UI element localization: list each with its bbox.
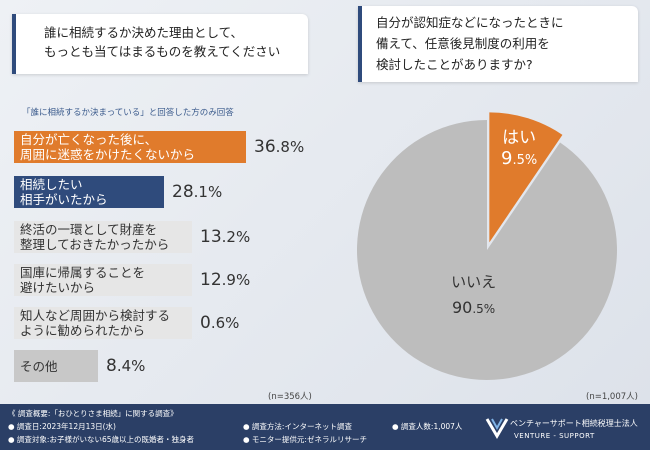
pie-label-no-value: 90.5% bbox=[444, 298, 504, 317]
bar-label-1-line-1: 自分が亡くなった後に、 bbox=[20, 132, 158, 147]
pie-label-yes-value-dec: .5% bbox=[512, 153, 538, 169]
bar-value-4: 12.9% bbox=[200, 270, 250, 290]
footer-provider: ● モニター提供元:ゼネラルリサーチ bbox=[243, 435, 367, 444]
pie-slice-no bbox=[357, 120, 617, 380]
left-question-line-2: もっとも当てはまるものを教えてください bbox=[44, 44, 281, 59]
company-logo-icon bbox=[485, 418, 509, 439]
bar-4: 国庫に帰属することを 避けたいから 12.9% bbox=[14, 264, 250, 296]
brand-name-en: VENTURE - SUPPORT bbox=[514, 432, 595, 440]
footer-overview: 《 調査概要:「おひとりさま相続」に関する調査》 bbox=[8, 409, 178, 418]
bar-1: 自分が亡くなった後に、 周囲に迷惑をかけたくないから 36.8% bbox=[14, 131, 304, 163]
bar-rect-2: 相続したい 相手がいたから bbox=[14, 176, 164, 208]
bar-label-5-line-2: ように勧められたから bbox=[20, 323, 146, 338]
bar-value-2: 28.1% bbox=[172, 182, 222, 202]
bar-label-1-line-2: 周囲に迷惑をかけたくないから bbox=[20, 147, 196, 162]
right-question-line-2: 備えて、任意後見制度の利用を bbox=[376, 36, 550, 51]
bar-label-4-line-2: 避けたいから bbox=[20, 280, 96, 295]
bar-5: 知人など周囲から検討する ように勧められたから 0.6% bbox=[14, 307, 239, 339]
bar-value-int-3: 13 bbox=[200, 227, 222, 247]
bar-value-6: 8.4% bbox=[106, 356, 145, 376]
bar-value-dec-2: .1% bbox=[193, 183, 223, 201]
bar-rect-4: 国庫に帰属することを 避けたいから bbox=[14, 264, 192, 296]
footer-date: ● 調査日:2023年12月13日(水) bbox=[8, 422, 116, 431]
bar-rect-1: 自分が亡くなった後に、 周囲に迷惑をかけたくないから bbox=[14, 131, 246, 163]
bar-value-dec-3: .2% bbox=[221, 228, 251, 246]
bar-rect-3: 終活の一環として財産を 整理しておきたかったから bbox=[14, 221, 192, 253]
bar-chart-n-label: (n=356人) bbox=[268, 392, 312, 402]
bar-value-dec-1: .8% bbox=[275, 138, 305, 156]
bar-value-5: 0.6% bbox=[200, 313, 239, 333]
bar-value-dec-6: .4% bbox=[116, 357, 146, 375]
bar-value-int-4: 12 bbox=[200, 270, 222, 290]
bar-value-1: 36.8% bbox=[254, 137, 304, 157]
pie-slice-yes bbox=[489, 112, 563, 243]
bar-value-int-2: 28 bbox=[172, 182, 194, 202]
bar-value-3: 13.2% bbox=[200, 227, 250, 247]
brand-name: ベンチャーサポート相続税理士法人 bbox=[510, 419, 638, 428]
bar-rect-5: 知人など周囲から検討する ように勧められたから bbox=[14, 307, 192, 339]
left-subnote: 「誰に相続するか決まっている」と回答した方のみ回答 bbox=[22, 108, 234, 118]
pie-label-no: いいえ 90.5% bbox=[444, 271, 504, 317]
bar-rect-6: その他 bbox=[14, 350, 98, 382]
bar-value-dec-4: .9% bbox=[221, 271, 251, 289]
pie-label-yes-category: はい bbox=[502, 128, 537, 149]
pie-label-yes-value: 9.5% bbox=[489, 148, 549, 169]
bar-2: 相続したい 相手がいたから 28.1% bbox=[14, 176, 222, 208]
bar-label-5-line-1: 知人など周囲から検討する bbox=[20, 308, 171, 323]
bar-label-2-line-1: 相続したい bbox=[20, 177, 83, 192]
bar-label-2-line-2: 相手がいたから bbox=[20, 192, 108, 207]
survey-footer: 《 調査概要:「おひとりさま相続」に関する調査》 ● 調査日:2023年12月1… bbox=[0, 404, 650, 450]
bar-value-int-5: 0 bbox=[200, 313, 211, 333]
bar-3: 終活の一環として財産を 整理しておきたかったから 13.2% bbox=[14, 221, 250, 253]
pie-chart-n-label: (n=1,007人) bbox=[586, 392, 638, 402]
right-question-box: 自分が認知症などになったときに 備えて、任意後見制度の利用を 検討したことがあり… bbox=[358, 6, 638, 82]
pie-label-no-value-dec: .5% bbox=[472, 302, 496, 317]
footer-method: ● 調査方法:インターネット調査 bbox=[243, 422, 352, 431]
left-question-box: 誰に相続するか決めた理由として、 もっとも当てはまるものを教えてください bbox=[12, 14, 308, 74]
pie-chart bbox=[357, 112, 617, 380]
left-question-line-1: 誰に相続するか決めた理由として、 bbox=[44, 25, 244, 40]
bar-label-4-line-1: 国庫に帰属することを bbox=[20, 265, 146, 280]
bar-value-dec-5: .6% bbox=[210, 314, 240, 332]
bar-value-int-6: 8 bbox=[106, 356, 117, 376]
bar-6: その他 8.4% bbox=[14, 350, 145, 382]
bar-value-int-1: 36 bbox=[254, 137, 276, 157]
bar-label-6-line-1: その他 bbox=[20, 358, 58, 374]
pie-label-yes: はい 9.5% bbox=[489, 123, 549, 169]
right-question-line-3: 検討したことがありますか? bbox=[376, 57, 533, 72]
right-question-line-1: 自分が認知症などになったときに bbox=[376, 15, 564, 30]
pie-label-yes-value-int: 9 bbox=[501, 148, 513, 170]
pie-label-no-category: いいえ bbox=[451, 273, 497, 292]
footer-count: ● 調査人数:1,007人 bbox=[392, 422, 463, 431]
bar-label-3-line-1: 終活の一環として財産を bbox=[20, 222, 158, 237]
pie-label-no-value-int: 90 bbox=[452, 298, 473, 318]
bar-label-3-line-2: 整理しておきたかったから bbox=[20, 237, 170, 252]
footer-target: ● 調査対象:お子様がいない65歳以上の既婚者・独身者 bbox=[8, 435, 194, 444]
